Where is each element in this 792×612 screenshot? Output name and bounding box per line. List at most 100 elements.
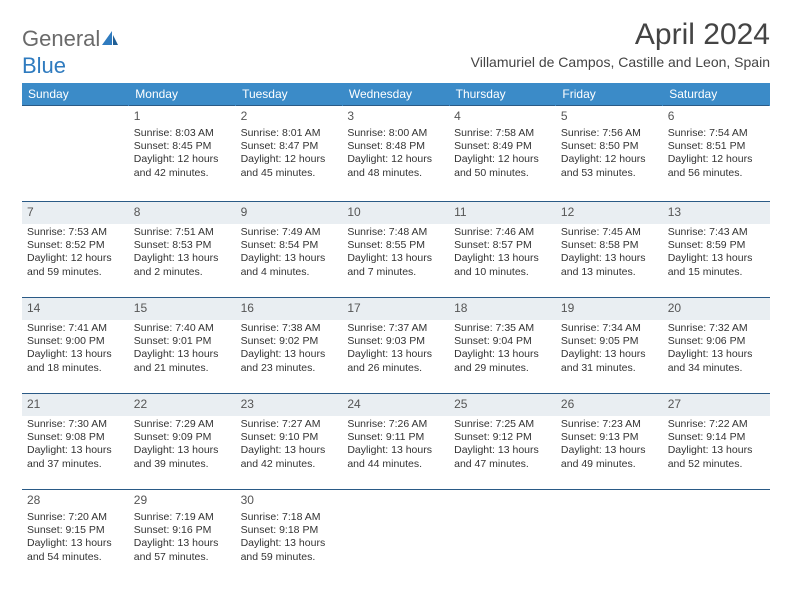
daylight-text: Daylight: 13 hours and 15 minutes. [668, 252, 765, 279]
day-number: 24 [342, 394, 449, 415]
day-details: Sunrise: 7:43 AMSunset: 8:59 PMDaylight:… [668, 226, 765, 280]
day-details: Sunrise: 8:00 AMSunset: 8:48 PMDaylight:… [347, 127, 444, 181]
daylight-text: Daylight: 13 hours and 18 minutes. [27, 348, 124, 375]
day-details: Sunrise: 7:37 AMSunset: 9:03 PMDaylight:… [347, 322, 444, 376]
day-details: Sunrise: 8:01 AMSunset: 8:47 PMDaylight:… [241, 127, 338, 181]
day-details: Sunrise: 7:23 AMSunset: 9:13 PMDaylight:… [561, 418, 658, 472]
sunrise-text: Sunrise: 7:29 AM [134, 418, 231, 431]
sunset-text: Sunset: 9:05 PM [561, 335, 658, 348]
daylight-text: Daylight: 13 hours and 49 minutes. [561, 444, 658, 471]
daylight-text: Daylight: 13 hours and 10 minutes. [454, 252, 551, 279]
day-number: 6 [668, 109, 765, 124]
sunrise-text: Sunrise: 7:19 AM [134, 511, 231, 524]
location-label: Villamuriel de Campos, Castille and Leon… [471, 54, 770, 70]
day-cell: 1 Sunrise: 8:03 AMSunset: 8:45 PMDaylight… [129, 106, 236, 202]
sunrise-text: Sunrise: 7:34 AM [561, 322, 658, 335]
sunset-text: Sunset: 9:00 PM [27, 335, 124, 348]
sunset-text: Sunset: 9:06 PM [668, 335, 765, 348]
sunrise-text: Sunrise: 8:00 AM [347, 127, 444, 140]
sunset-text: Sunset: 8:45 PM [134, 140, 231, 153]
sunset-text: Sunset: 9:02 PM [241, 335, 338, 348]
calendar-head: SundayMondayTuesdayWednesdayThursdayFrid… [22, 83, 770, 106]
sunset-text: Sunset: 8:58 PM [561, 239, 658, 252]
week-row: 21Sunrise: 7:30 AMSunset: 9:08 PMDayligh… [22, 394, 770, 490]
weekday-header: Saturday [663, 83, 770, 106]
brand-name-gray: General [22, 26, 100, 51]
brand-logo: GeneralBlue [22, 26, 120, 79]
calendar-body: 1Sunrise: 8:03 AMSunset: 8:45 PMDaylight… [22, 106, 770, 586]
day-number: 14 [22, 298, 129, 319]
day-number: 10 [342, 202, 449, 223]
weekday-header: Monday [129, 83, 236, 106]
day-details: Sunrise: 7:49 AMSunset: 8:54 PMDaylight:… [241, 226, 338, 280]
sunset-text: Sunset: 9:10 PM [241, 431, 338, 444]
day-number: 4 [454, 109, 551, 124]
day-number: 26 [556, 394, 663, 415]
sunrise-text: Sunrise: 7:23 AM [561, 418, 658, 431]
day-cell: 14 Sunrise: 7:41 AMSunset: 9:00 PMDayligh… [22, 298, 129, 394]
sunrise-text: Sunrise: 8:03 AM [134, 127, 231, 140]
sunrise-text: Sunrise: 7:51 AM [134, 226, 231, 239]
day-number: 1 [134, 109, 231, 124]
sunrise-text: Sunrise: 7:53 AM [27, 226, 124, 239]
weekday-header: Sunday [22, 83, 129, 106]
day-number: 3 [347, 109, 444, 124]
day-number: 23 [236, 394, 343, 415]
day-cell: 2Sunrise: 8:01 AMSunset: 8:47 PMDaylight… [236, 106, 343, 202]
sunset-text: Sunset: 9:03 PM [347, 335, 444, 348]
day-details: Sunrise: 7:41 AMSunset: 9:00 PMDaylight:… [27, 322, 124, 376]
empty-cell [449, 490, 556, 586]
weekday-header: Tuesday [236, 83, 343, 106]
daylight-text: Daylight: 13 hours and 57 minutes. [134, 537, 231, 564]
daylight-text: Daylight: 13 hours and 7 minutes. [347, 252, 444, 279]
daylight-text: Daylight: 12 hours and 42 minutes. [134, 153, 231, 180]
sunrise-text: Sunrise: 7:30 AM [27, 418, 124, 431]
daylight-text: Daylight: 13 hours and 47 minutes. [454, 444, 551, 471]
sunset-text: Sunset: 9:13 PM [561, 431, 658, 444]
weekday-row: SundayMondayTuesdayWednesdayThursdayFrid… [22, 83, 770, 106]
sunset-text: Sunset: 9:18 PM [241, 524, 338, 537]
sunrise-text: Sunrise: 7:37 AM [347, 322, 444, 335]
day-details: Sunrise: 7:38 AMSunset: 9:02 PMDaylight:… [241, 322, 338, 376]
day-cell: 9 Sunrise: 7:49 AMSunset: 8:54 PMDaylight… [236, 202, 343, 298]
day-details: Sunrise: 7:27 AMSunset: 9:10 PMDaylight:… [241, 418, 338, 472]
day-cell: 7Sunrise: 7:53 AMSunset: 8:52 PMDaylight… [22, 202, 129, 298]
day-cell: 24Sunrise: 7:26 AMSunset: 9:11 PMDayligh… [342, 394, 449, 490]
day-details: Sunrise: 7:45 AMSunset: 8:58 PMDaylight:… [561, 226, 658, 280]
day-cell: 22Sunrise: 7:29 AMSunset: 9:09 PMDayligh… [129, 394, 236, 490]
day-number: 19 [556, 298, 663, 319]
sunset-text: Sunset: 8:50 PM [561, 140, 658, 153]
day-number: 7 [22, 202, 129, 223]
weekday-header: Thursday [449, 83, 556, 106]
day-details: Sunrise: 7:40 AMSunset: 9:01 PMDaylight:… [134, 322, 231, 376]
day-details: Sunrise: 7:22 AMSunset: 9:14 PMDaylight:… [668, 418, 765, 472]
sunset-text: Sunset: 9:16 PM [134, 524, 231, 537]
sunset-text: Sunset: 8:49 PM [454, 140, 551, 153]
daylight-text: Daylight: 13 hours and 31 minutes. [561, 348, 658, 375]
day-cell: 20Sunrise: 7:32 AMSunset: 9:06 PMDayligh… [663, 298, 770, 394]
daylight-text: Daylight: 13 hours and 13 minutes. [561, 252, 658, 279]
daylight-text: Daylight: 13 hours and 37 minutes. [27, 444, 124, 471]
sunset-text: Sunset: 9:14 PM [668, 431, 765, 444]
day-cell: 25 Sunrise: 7:25 AMSunset: 9:12 PMDayligh… [449, 394, 556, 490]
day-details: Sunrise: 7:30 AMSunset: 9:08 PMDaylight:… [27, 418, 124, 472]
day-cell: 21Sunrise: 7:30 AMSunset: 9:08 PMDayligh… [22, 394, 129, 490]
daylight-text: Daylight: 12 hours and 50 minutes. [454, 153, 551, 180]
sunset-text: Sunset: 8:55 PM [347, 239, 444, 252]
day-number: 9 [236, 202, 343, 223]
sunrise-text: Sunrise: 7:43 AM [668, 226, 765, 239]
sunset-text: Sunset: 9:04 PM [454, 335, 551, 348]
day-cell: 17Sunrise: 7:37 AMSunset: 9:03 PMDayligh… [342, 298, 449, 394]
day-cell: 10Sunrise: 7:48 AMSunset: 8:55 PMDayligh… [342, 202, 449, 298]
sunset-text: Sunset: 8:48 PM [347, 140, 444, 153]
empty-cell [556, 490, 663, 586]
sunrise-text: Sunrise: 7:41 AM [27, 322, 124, 335]
calendar-table: SundayMondayTuesdayWednesdayThursdayFrid… [22, 83, 770, 585]
day-number: 13 [663, 202, 770, 223]
day-number: 25 [449, 394, 556, 415]
day-cell: 11Sunrise: 7:46 AMSunset: 8:57 PMDayligh… [449, 202, 556, 298]
sunset-text: Sunset: 8:52 PM [27, 239, 124, 252]
page: GeneralBlue April 2024 Villamuriel de Ca… [0, 0, 792, 595]
daylight-text: Daylight: 13 hours and 34 minutes. [668, 348, 765, 375]
day-details: Sunrise: 7:25 AMSunset: 9:12 PMDaylight:… [454, 418, 551, 472]
